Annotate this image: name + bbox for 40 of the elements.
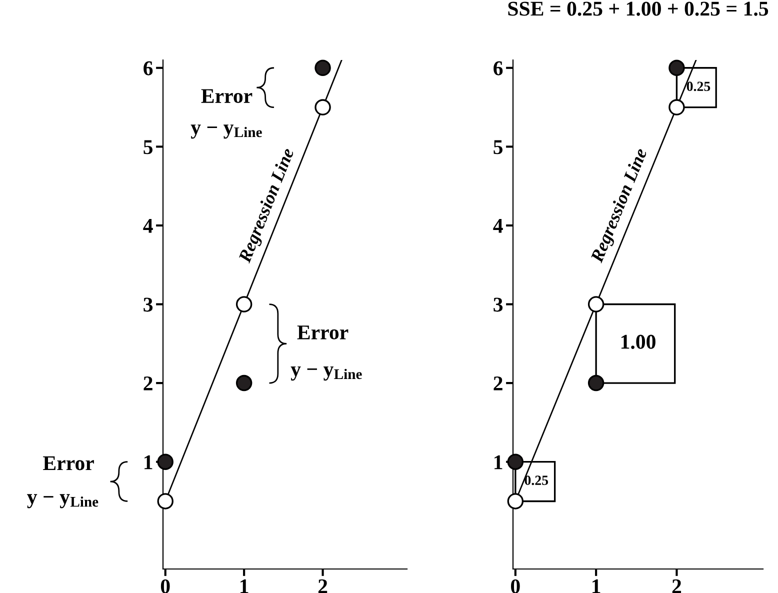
x-tick-label: 1 bbox=[240, 579, 248, 593]
x-tick-label: 2 bbox=[672, 579, 682, 593]
x-tick-label: 2 bbox=[318, 579, 328, 593]
point bbox=[507, 454, 524, 470]
point bbox=[588, 374, 604, 392]
y-tick-label: 4 bbox=[143, 218, 153, 233]
annotation: 1.00 bbox=[621, 334, 656, 349]
point bbox=[588, 296, 604, 312]
y-tick-label: 2 bbox=[494, 376, 502, 390]
point bbox=[157, 493, 174, 510]
y-tick-label: 5 bbox=[144, 140, 153, 154]
point bbox=[668, 99, 685, 116]
point bbox=[314, 99, 331, 116]
annotation: Error bbox=[297, 326, 348, 340]
text: y − y$_{Line}$ bbox=[27, 494, 98, 508]
point bbox=[157, 454, 174, 470]
x-tick-label: 1 bbox=[592, 579, 600, 593]
y-tick-label: 1 bbox=[144, 455, 152, 470]
point bbox=[507, 493, 524, 510]
annotation: Error bbox=[201, 89, 252, 104]
text: Error bbox=[43, 456, 94, 470]
y-tick-label: 4 bbox=[493, 218, 503, 233]
y-tick-label: 6 bbox=[144, 61, 153, 76]
x-tick-label: 0 bbox=[511, 579, 520, 593]
y-tick-label: 3 bbox=[144, 298, 153, 312]
annotation: y − y$_{Line}$ bbox=[190, 124, 262, 139]
annotation: y − y$_{Line}$ bbox=[290, 366, 362, 381]
point bbox=[314, 60, 331, 76]
y-tick-label: 5 bbox=[494, 140, 503, 154]
chart-title: SSE = 0.25 + 1.00 + 0.25 = 1.5 bbox=[508, 2, 768, 16]
point bbox=[236, 374, 252, 392]
point bbox=[236, 296, 252, 312]
y-tick-label: 2 bbox=[144, 376, 152, 390]
y-tick-label: 6 bbox=[494, 61, 503, 76]
annotation: 0.25 bbox=[686, 82, 710, 92]
point bbox=[668, 60, 685, 76]
y-tick-label: 1 bbox=[494, 455, 502, 470]
annotation: 0.25 bbox=[524, 476, 548, 486]
y-tick-label: 3 bbox=[494, 298, 503, 312]
x-tick-label: 0 bbox=[160, 579, 170, 593]
